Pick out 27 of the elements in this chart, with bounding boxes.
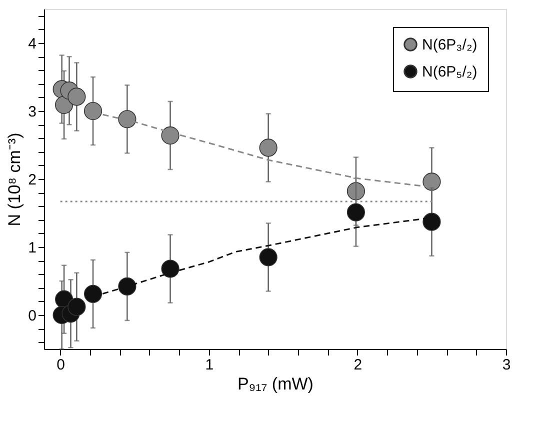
point xyxy=(68,88,86,106)
point xyxy=(346,182,366,200)
y-tick-label: 0 xyxy=(28,308,36,324)
x-tick-label: 1 xyxy=(205,356,214,374)
y-tick-label: 4 xyxy=(28,36,36,52)
point xyxy=(259,138,278,157)
point xyxy=(161,126,180,145)
x-tick-label: 3 xyxy=(502,356,511,374)
x-tick-label: 2 xyxy=(354,356,362,374)
x-axis-title: P₉₁₇ (mW) xyxy=(238,374,314,394)
point xyxy=(259,248,278,266)
y-tick-label: 2 xyxy=(28,172,36,188)
point xyxy=(346,203,366,222)
point xyxy=(84,102,102,120)
legend-label: N(6P₅/₂) xyxy=(422,64,478,80)
point xyxy=(161,260,180,278)
point xyxy=(422,212,441,231)
y-tick-label: 1 xyxy=(28,240,36,256)
y-tick-label: 3 xyxy=(28,104,36,120)
point xyxy=(118,277,136,296)
point xyxy=(118,110,136,128)
point xyxy=(84,284,102,303)
point xyxy=(68,298,86,316)
point xyxy=(422,172,441,191)
x-tick-label: 0 xyxy=(56,356,66,374)
legend-label: N(6P₃/₂) xyxy=(422,36,478,54)
y-axis-title: N (10⁸ cm⁻³) xyxy=(5,132,24,226)
